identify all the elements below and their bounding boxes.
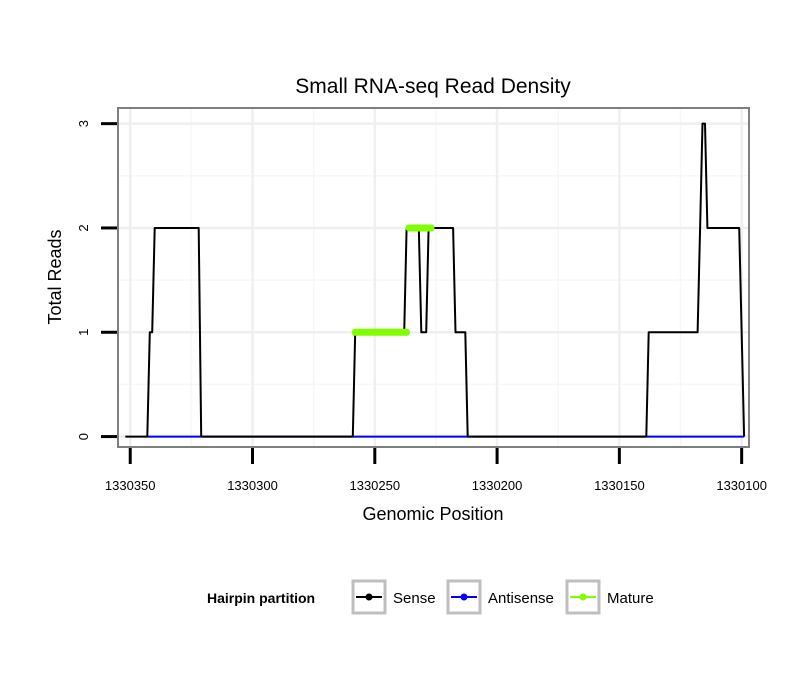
legend-item-mature: Mature	[565, 579, 654, 615]
x-tick-label: 1330100	[716, 478, 767, 493]
plot-panel-border	[117, 107, 750, 448]
axes: 1330350 1330300 1330250 1330200 1330150 13301…	[76, 120, 767, 493]
y-tick-label: 0	[76, 433, 91, 440]
x-tick-label: 1330250	[349, 478, 400, 493]
series-point-mature	[351, 328, 359, 336]
y-tick-label: 1	[76, 329, 91, 336]
x-tick-label: 1330150	[594, 478, 645, 493]
legend-item-sense: Sense	[351, 579, 436, 615]
series-point-mature	[405, 224, 413, 232]
x-axis-label: Genomic Position	[362, 504, 503, 524]
x-tick-label: 1330200	[472, 478, 523, 493]
y-tick-label: 3	[76, 120, 91, 127]
grid	[118, 108, 749, 447]
legend-dot-sense	[365, 593, 373, 601]
chart-title: Small RNA-seq Read Density	[295, 75, 571, 98]
x-tick-label: 1330300	[227, 478, 278, 493]
plot-lines	[125, 122, 746, 438]
series-point-mature	[403, 328, 411, 336]
series-point-mature	[427, 224, 435, 232]
legend-title: Hairpin partition	[207, 590, 315, 606]
legend: Hairpin partition Sense Antisense Mature	[207, 579, 654, 615]
y-tick-label: 2	[76, 224, 91, 231]
legend-label-antisense: Antisense	[488, 590, 554, 607]
legend-label-mature: Mature	[607, 590, 654, 607]
legend-dot-antisense	[460, 593, 468, 601]
legend-label-sense: Sense	[393, 590, 436, 607]
legend-dot-mature	[579, 593, 587, 601]
legend-item-antisense: Antisense	[446, 579, 554, 615]
x-tick-label: 1330350	[105, 478, 156, 493]
y-axis-label: Total Reads	[45, 229, 65, 324]
